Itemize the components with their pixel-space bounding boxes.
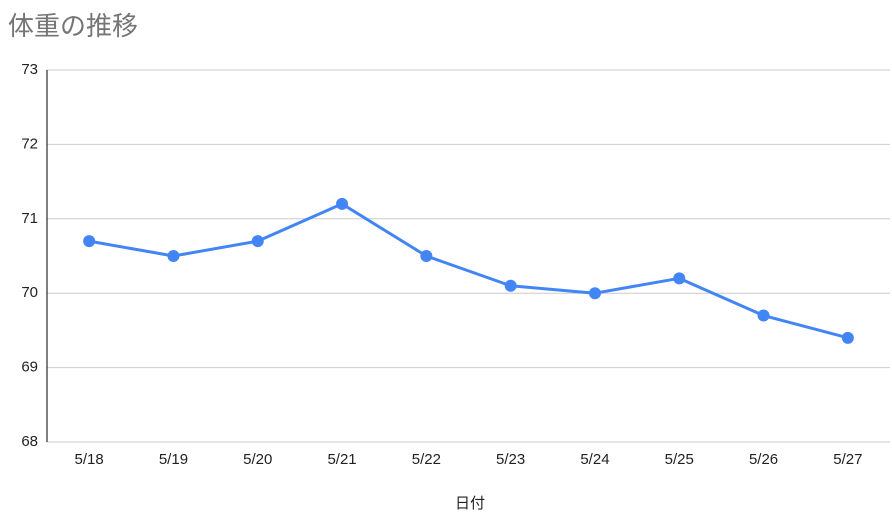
series-line — [88, 202, 849, 340]
x-tick-label: 5/20 — [243, 451, 272, 468]
data-point — [588, 287, 601, 300]
x-tick-label: 5/24 — [580, 451, 609, 468]
y-tick-label: 69 — [21, 359, 38, 376]
data-point — [420, 250, 433, 262]
y-tick-label: 72 — [21, 135, 38, 152]
x-tick-label: 5/19 — [159, 451, 188, 468]
data-point — [673, 272, 686, 285]
y-tick-label: 73 — [21, 61, 38, 78]
data-point — [251, 235, 264, 248]
data-point — [504, 279, 517, 292]
data-point — [841, 331, 854, 344]
x-axis-label: 日付 — [455, 495, 485, 512]
x-tick-label: 5/27 — [833, 451, 862, 468]
data-point — [757, 309, 770, 322]
x-tick-label: 5/26 — [749, 451, 778, 468]
x-tick-label: 5/18 — [75, 451, 104, 468]
x-tick-label: 5/21 — [327, 451, 356, 468]
y-tick-label: 70 — [21, 284, 38, 301]
data-point — [83, 235, 96, 248]
x-tick-label: 5/23 — [496, 451, 525, 468]
x-tick-label: 5/25 — [665, 451, 694, 468]
y-tick-label: 68 — [21, 433, 38, 450]
x-tick-label: 5/22 — [412, 451, 441, 468]
y-tick-label: 71 — [21, 210, 38, 227]
data-point — [167, 250, 180, 262]
chart-title: 体重の推移 — [8, 11, 138, 41]
data-point — [336, 197, 349, 210]
